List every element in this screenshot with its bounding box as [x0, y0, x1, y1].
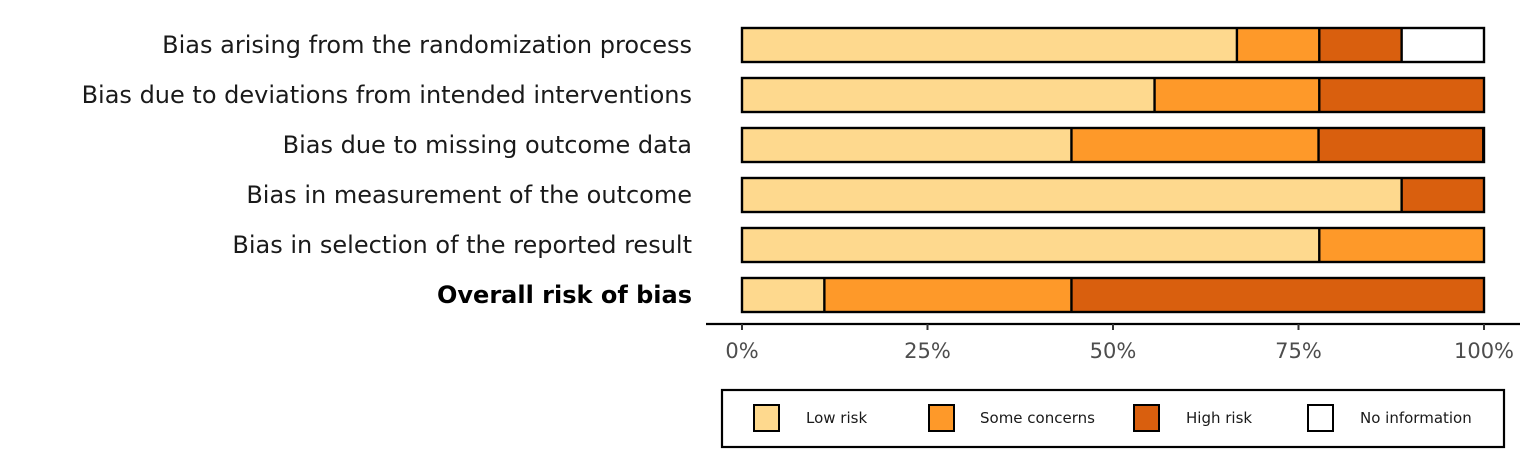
stacked-bars: [740, 26, 1486, 314]
bar-segment: [1236, 28, 1320, 62]
category-label: Bias in selection of the reported result: [232, 231, 692, 259]
x-tick-label: 75%: [1275, 339, 1322, 363]
bar-segment: [742, 228, 1320, 262]
bar-outline: [740, 276, 1486, 314]
bar-segment: [1319, 28, 1402, 62]
category-label: Bias due to missing outcome data: [283, 131, 692, 159]
bar-segment: [742, 178, 1402, 212]
bar-segment: [742, 28, 1237, 62]
bar-outline: [740, 26, 1486, 64]
legend-key: [1307, 404, 1334, 432]
legend-label: Low risk: [806, 409, 867, 427]
x-tick-label: 50%: [1090, 339, 1137, 363]
category-label: Overall risk of bias: [437, 281, 692, 309]
category-label: Bias arising from the randomization proc…: [162, 31, 692, 59]
legend-key: [928, 404, 955, 432]
x-tick-label: 25%: [904, 339, 951, 363]
category-label: Bias in measurement of the outcome: [246, 181, 692, 209]
bar-segment: [742, 278, 825, 312]
bar-segment: [1071, 128, 1319, 162]
bar-segment: [1319, 228, 1484, 262]
x-axis: 0% 25% 50% 75% 100%: [706, 322, 1520, 363]
category-label: Bias due to deviations from intended int…: [82, 81, 692, 109]
category-labels: Bias arising from the randomization proc…: [82, 31, 692, 309]
bar-segment: [742, 78, 1155, 112]
legend-key: [1133, 404, 1160, 432]
legend-key: [753, 404, 780, 432]
x-tick-label: 0%: [725, 339, 758, 363]
bar-segment: [824, 278, 1072, 312]
bar-segment: [1401, 28, 1484, 62]
bar-segment: [1319, 78, 1484, 112]
legend: Low risk Some concerns High risk No informa…: [720, 388, 1506, 449]
legend-label: Some concerns: [980, 409, 1095, 427]
bar-segment: [1401, 178, 1484, 212]
legend-label: No information: [1360, 409, 1472, 427]
bar-outline: [740, 76, 1486, 114]
bar-segment: [1154, 78, 1320, 112]
legend-box: [720, 388, 1506, 449]
bar-segment: [742, 128, 1072, 162]
x-tick-label: 100%: [1454, 339, 1514, 363]
bar-outline: [740, 176, 1486, 214]
bar-outline: [740, 226, 1486, 264]
legend-label: High risk: [1186, 409, 1252, 427]
bar-segment: [1071, 278, 1484, 312]
bar-segment: [1318, 128, 1484, 162]
